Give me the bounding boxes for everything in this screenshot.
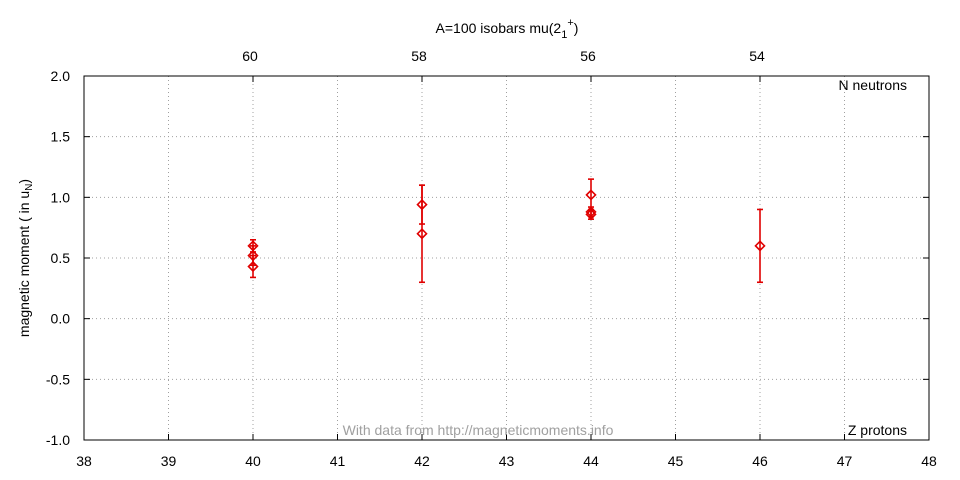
chart-title: A=100 isobars mu(21+) (436, 17, 579, 41)
data-point (585, 178, 597, 212)
top-tick-label: 60 (242, 48, 258, 64)
watermark-text: With data from http://magneticmoments.in… (343, 422, 614, 438)
x-tick-labels: 38 39 40 41 42 43 44 45 46 47 48 (76, 453, 937, 469)
x-axis-label: Z protons (848, 422, 907, 438)
x-tick-label: 40 (245, 453, 261, 469)
y-tick-label: -1.0 (46, 432, 70, 448)
data-point (416, 184, 428, 284)
tick-marks (83, 75, 930, 441)
diamond-marker (247, 260, 259, 273)
y-tick-label: 0.0 (51, 311, 71, 327)
x-tick-label: 48 (921, 453, 937, 469)
data-point (585, 208, 597, 220)
x-tick-label: 44 (583, 453, 599, 469)
x-tick-label: 46 (752, 453, 768, 469)
data-point (754, 208, 766, 284)
top-tick-label: 58 (411, 48, 427, 64)
x-tick-label: 39 (161, 453, 177, 469)
y-axis-label: magnetic moment ( in uN) (16, 179, 35, 337)
data-series (247, 178, 766, 284)
y-tick-label: 0.5 (51, 250, 71, 266)
y-tick-labels: -1.0 -0.5 0.0 0.5 1.0 1.5 2.0 (46, 68, 70, 448)
x-tick-label: 47 (837, 453, 853, 469)
top-tick-label: 54 (749, 48, 765, 64)
x-tick-label: 38 (76, 453, 92, 469)
x-tick-label: 41 (330, 453, 346, 469)
x-tick-label: 45 (668, 453, 684, 469)
y-tick-label: -0.5 (46, 371, 70, 387)
grid-lines (84, 76, 929, 440)
data-point (247, 254, 259, 279)
x-tick-label: 43 (499, 453, 515, 469)
top-axis-label: N neutrons (839, 77, 907, 93)
top-tick-labels: 60 58 56 54 (242, 48, 765, 64)
diamond-marker (585, 189, 597, 201)
y-tick-label: 1.0 (51, 189, 71, 205)
y-tick-label: 2.0 (51, 68, 71, 84)
diamond-marker (754, 240, 766, 252)
y-tick-label: 1.5 (51, 129, 71, 145)
top-tick-label: 56 (580, 48, 596, 64)
x-tick-label: 42 (414, 453, 430, 469)
diamond-marker (585, 208, 597, 220)
diamond-marker (416, 228, 428, 240)
plot-frame (83, 75, 930, 441)
